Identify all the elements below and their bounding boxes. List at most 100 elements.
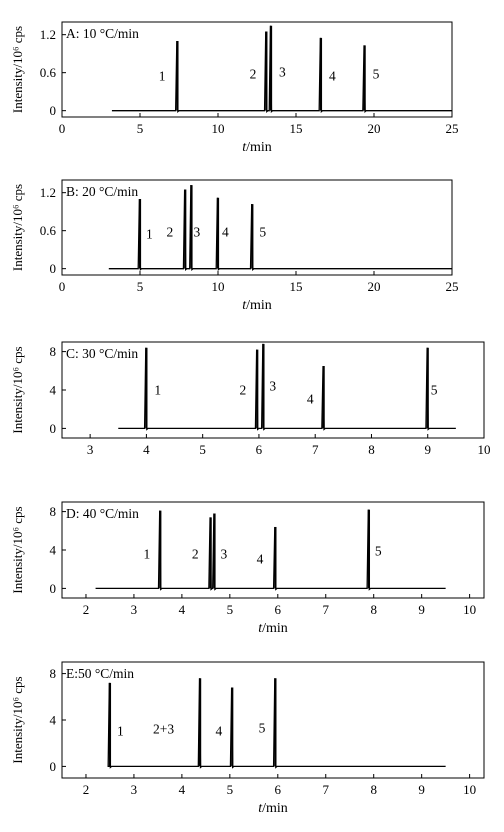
x-tick-label: 20 <box>368 121 381 136</box>
y-tick-label: 0 <box>50 759 57 774</box>
peak-label-1: 1 <box>144 546 151 561</box>
panel-c: 3 4 5 6 7 8 9 10 0 4 8 Intensity/10⁶ cps C: 30 °C/mi… <box>10 341 491 457</box>
x-tick-label: 6 <box>275 602 282 617</box>
y-tick-label: 4 <box>50 543 57 558</box>
peak-label-3: 3 <box>269 378 276 393</box>
y-tick-label: 0 <box>50 103 57 118</box>
x-tick-label: 9 <box>424 442 431 457</box>
x-tick-label: 5 <box>227 602 234 617</box>
panel-e: 2 3 4 5 6 7 8 9 10 0 4 8 Intensity/10⁶ cps t/min E:50 … <box>10 661 485 816</box>
x-tick-label: 0 <box>59 279 66 294</box>
y-tick-label: 4 <box>50 713 57 728</box>
x-axis-label: t/min <box>242 140 272 155</box>
peak-label-3: 3 <box>220 546 227 561</box>
peak-label-4: 4 <box>215 723 222 738</box>
panel-label: D: 40 °C/min <box>66 506 139 521</box>
peak-label-4: 4 <box>222 225 229 240</box>
x-tick-label: 7 <box>312 442 319 457</box>
y-axis-label: Intensity/10⁶ cps <box>10 184 25 271</box>
y-axis-label: Intensity/10⁶ cps <box>10 506 25 593</box>
x-tick-label: 3 <box>87 442 94 457</box>
x-tick-label: 4 <box>179 602 186 617</box>
x-tick-label: 9 <box>418 782 425 797</box>
x-tick-label: 6 <box>275 782 282 797</box>
peak-label-4: 4 <box>257 551 264 566</box>
peak-label-5: 5 <box>259 225 266 240</box>
peak-label-5: 5 <box>259 720 266 735</box>
x-tick-label: 10 <box>212 121 225 136</box>
x-tick-label: 10 <box>463 602 476 617</box>
peak-label-2: 2 <box>250 67 257 82</box>
peak-label-5: 5 <box>431 382 438 397</box>
peak-label-1: 1 <box>117 723 124 738</box>
peak-label-2: 2 <box>192 546 199 561</box>
x-tick-label: 4 <box>179 782 186 797</box>
x-tick-label: 15 <box>290 121 303 136</box>
peak-label-1: 1 <box>154 382 161 397</box>
x-axis-label: t/min <box>258 801 288 816</box>
x-axis-label: t/min <box>242 298 272 313</box>
x-tick-label: 0 <box>59 121 66 136</box>
y-axis-label: Intensity/10⁶ cps <box>10 26 25 113</box>
plot-frame <box>61 179 453 276</box>
panel-d: 2 3 4 5 6 7 8 9 10 0 4 8 Intensity/10⁶ cps t/min D: 40… <box>10 501 485 636</box>
x-tick-label: 8 <box>368 442 375 457</box>
x-tick-label: 9 <box>418 602 425 617</box>
x-tick-label: 5 <box>137 121 144 136</box>
plot-frame <box>61 21 453 118</box>
peak-label-4: 4 <box>307 391 314 406</box>
y-tick-label: 0 <box>50 261 57 276</box>
panel-label: C: 30 °C/min <box>66 346 138 361</box>
x-tick-label: 20 <box>368 279 381 294</box>
y-tick-label: 0 <box>50 421 57 436</box>
x-tick-label: 25 <box>446 121 459 136</box>
y-tick-label: 8 <box>50 504 57 519</box>
x-tick-label: 3 <box>131 602 138 617</box>
x-axis-label: t/min <box>258 621 288 636</box>
peak-label-2+3: 2+3 <box>153 721 174 736</box>
y-tick-label: 8 <box>50 344 57 359</box>
x-tick-label: 5 <box>227 782 234 797</box>
x-tick-label: 15 <box>290 279 303 294</box>
x-tick-label: 3 <box>131 782 138 797</box>
peak-label-4: 4 <box>329 69 336 84</box>
y-tick-label: 8 <box>50 666 57 681</box>
peak-label-2: 2 <box>166 225 173 240</box>
peak-label-3: 3 <box>279 65 286 80</box>
y-tick-label: 4 <box>50 383 57 398</box>
x-tick-label: 10 <box>212 279 225 294</box>
peak-label-1: 1 <box>159 69 166 84</box>
x-tick-label: 2 <box>83 782 90 797</box>
chromatogram-trace <box>118 343 456 431</box>
x-tick-label: 2 <box>83 602 90 617</box>
x-tick-label: 4 <box>143 442 150 457</box>
peak-label-5: 5 <box>373 67 380 82</box>
x-tick-label: 10 <box>463 782 476 797</box>
x-tick-label: 8 <box>370 602 377 617</box>
x-tick-label: 6 <box>256 442 263 457</box>
chromatogram-trace <box>108 185 452 272</box>
y-tick-label: 0.6 <box>40 223 57 238</box>
y-axis-label: Intensity/10⁶ cps <box>10 346 25 433</box>
y-tick-label: 0 <box>50 581 57 596</box>
panel-label: E:50 °C/min <box>66 666 134 681</box>
peak-label-5: 5 <box>375 543 382 558</box>
peak-label-2: 2 <box>239 382 246 397</box>
panel-label: B: 20 °C/min <box>66 184 138 199</box>
x-tick-label: 10 <box>478 442 491 457</box>
x-tick-label: 8 <box>370 782 377 797</box>
y-tick-label: 0.6 <box>40 65 57 80</box>
peak-label-1: 1 <box>146 227 153 242</box>
panel-label: A: 10 °C/min <box>66 26 139 41</box>
x-tick-label: 5 <box>137 279 144 294</box>
x-tick-label: 7 <box>323 782 330 797</box>
peak-label-3: 3 <box>193 225 200 240</box>
x-tick-label: 5 <box>199 442 206 457</box>
y-axis-label: Intensity/10⁶ cps <box>10 676 25 763</box>
x-tick-label: 7 <box>323 602 330 617</box>
y-tick-label: 1.2 <box>40 185 56 200</box>
x-tick-label: 25 <box>446 279 459 294</box>
